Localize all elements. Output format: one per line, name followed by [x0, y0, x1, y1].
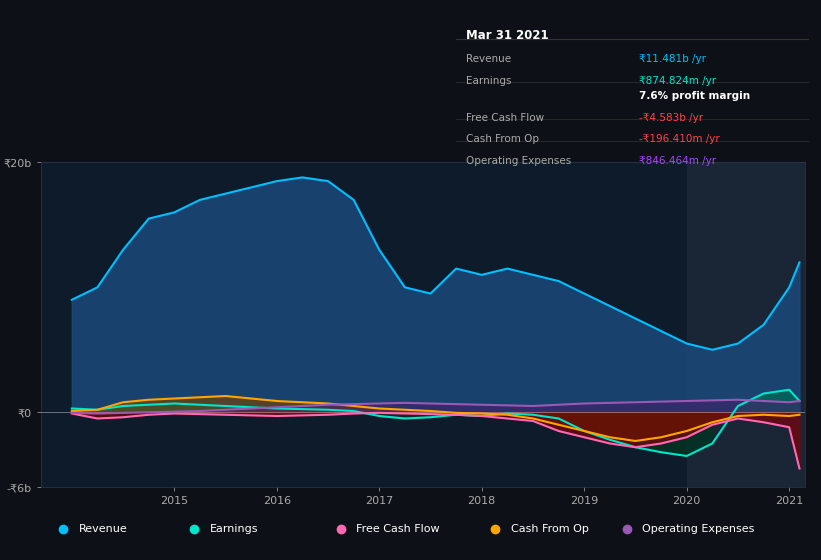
Text: Free Cash Flow: Free Cash Flow: [356, 524, 440, 534]
Text: 7.6% profit margin: 7.6% profit margin: [640, 91, 750, 101]
Text: Revenue: Revenue: [466, 54, 511, 64]
Text: ₹874.824m /yr: ₹874.824m /yr: [640, 76, 717, 86]
Text: Mar 31 2021: Mar 31 2021: [466, 29, 549, 41]
Text: Cash From Op: Cash From Op: [466, 134, 539, 144]
Bar: [686, 162, 805, 487]
Text: Cash From Op: Cash From Op: [511, 524, 589, 534]
Text: Earnings: Earnings: [210, 524, 259, 534]
Text: ₹11.481b /yr: ₹11.481b /yr: [640, 54, 706, 64]
Text: Earnings: Earnings: [466, 76, 511, 86]
Text: Operating Expenses: Operating Expenses: [642, 524, 754, 534]
Text: Operating Expenses: Operating Expenses: [466, 156, 571, 166]
Text: Free Cash Flow: Free Cash Flow: [466, 113, 544, 123]
Text: Revenue: Revenue: [79, 524, 127, 534]
Text: -₹196.410m /yr: -₹196.410m /yr: [640, 134, 720, 144]
Text: ₹846.464m /yr: ₹846.464m /yr: [640, 156, 717, 166]
Text: -₹4.583b /yr: -₹4.583b /yr: [640, 113, 704, 123]
